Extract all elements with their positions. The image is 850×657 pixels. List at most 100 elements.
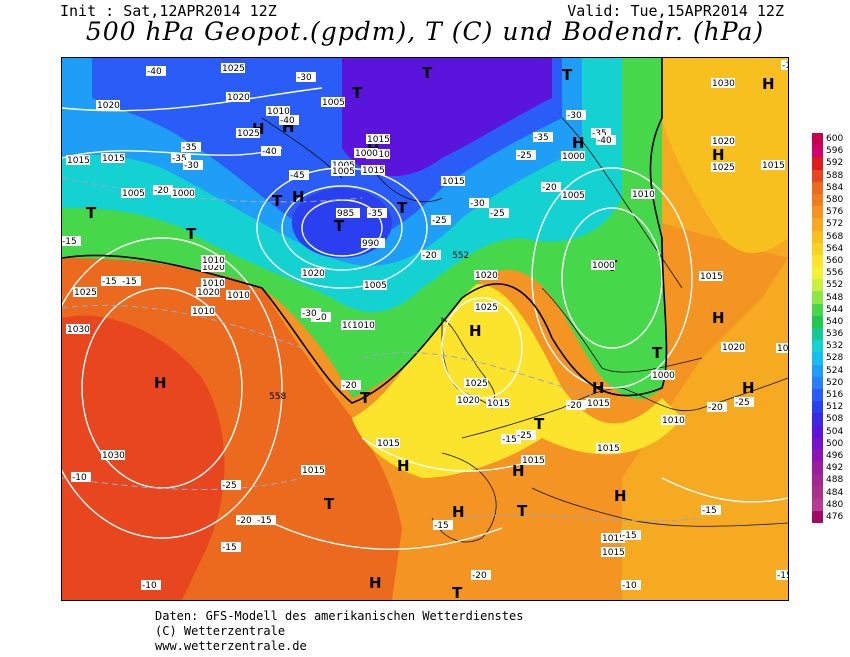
legend-value: 600	[826, 134, 844, 145]
temperature-label: -40	[597, 136, 612, 146]
high-marker: H	[742, 379, 755, 397]
legend-value: 528	[826, 353, 844, 364]
isobar-label: 990	[362, 239, 379, 249]
temperature-label-bg	[566, 400, 586, 410]
footer: Daten: GFS-Modell des amerikanischen Wet…	[155, 609, 523, 654]
temperature-label-bg	[621, 530, 641, 540]
legend-row: 532	[812, 340, 848, 353]
isobar-label-bg	[376, 438, 400, 448]
temperature-label: -35	[368, 209, 383, 219]
legend-value: 496	[826, 450, 844, 461]
legend-swatch	[812, 449, 823, 463]
isobar-label: 1005	[122, 189, 145, 199]
isobar-label-bg	[361, 238, 385, 248]
legend-swatch	[812, 291, 823, 304]
temperature-label-bg	[341, 380, 361, 390]
temperature-label: -45	[290, 171, 305, 181]
temperature-label-bg	[183, 160, 203, 170]
isobar-label-bg	[351, 320, 375, 330]
temperature-label-bg	[121, 276, 141, 286]
isobar-label: 1000	[592, 261, 615, 271]
legend-row: 596	[812, 145, 848, 158]
legend-swatch	[812, 145, 823, 158]
isobar-label: 1000	[652, 371, 675, 381]
legend-swatch	[812, 376, 823, 389]
legend-row: 564	[812, 242, 848, 255]
chart-title: 500 hPa Geopot.(gpdm), T (C) und Bodendr…	[85, 17, 765, 46]
legend-row: 492	[812, 462, 848, 475]
temperature-label: -20	[472, 571, 487, 581]
low-marker: T	[517, 502, 528, 520]
legend-row: 588	[812, 169, 848, 182]
isobar-label-bg	[336, 208, 360, 218]
temperature-label-bg	[469, 198, 489, 208]
legend-swatch	[812, 413, 823, 426]
isobar-label-bg	[721, 342, 745, 352]
legend-swatch	[812, 169, 823, 182]
temperature-label: -20	[154, 186, 169, 196]
temperature-label: -25	[432, 216, 447, 226]
isobar-label: 1020	[712, 137, 735, 147]
isobar-label-bg	[699, 271, 723, 281]
temperature-label-bg	[516, 430, 536, 440]
high-marker: H	[614, 487, 627, 505]
temperature-label: -30	[302, 309, 317, 319]
temperature-label: -40	[280, 116, 295, 126]
temperature-label: -35	[182, 143, 197, 153]
isobar-label-bg	[354, 148, 378, 158]
legend-value: 480	[826, 499, 844, 510]
legend-swatch	[812, 328, 823, 341]
isobar-label-bg	[441, 176, 465, 186]
isobar-label: 1015	[302, 466, 325, 476]
legend-swatch	[812, 388, 823, 402]
legend-swatch	[812, 340, 823, 353]
high-marker: H	[712, 146, 725, 164]
legend-swatch	[812, 230, 823, 243]
isobar-label: 1005	[562, 191, 585, 201]
temperature-label-bg	[734, 397, 754, 407]
temperature-label-bg	[301, 308, 321, 318]
temperature-label: -25	[735, 398, 750, 408]
footer-url[interactable]: www.wetterzentrale.de	[155, 639, 307, 653]
high-marker: H	[452, 503, 465, 521]
isobar-label: 1015	[377, 439, 400, 449]
high-marker: H	[292, 188, 305, 206]
temperature-label-bg	[421, 250, 441, 260]
isobar-label: 1025	[777, 344, 788, 354]
temperature-label: -15	[122, 277, 137, 287]
temperature-label-bg	[533, 132, 553, 142]
legend-row: 512	[812, 401, 848, 414]
legend-row: 556	[812, 267, 848, 280]
isobar-label-bg	[561, 190, 585, 200]
temperature-label-bg	[296, 72, 316, 82]
temperature-label-bg	[701, 505, 721, 515]
isobar-label-bg	[601, 533, 625, 543]
legend-value: 592	[826, 158, 844, 169]
northeast-field	[662, 58, 788, 253]
legend-row: 484	[812, 486, 848, 499]
low-marker: T	[272, 192, 283, 210]
geopotential-labels: 552 558	[269, 251, 469, 402]
legend-swatch	[812, 462, 823, 475]
legend-swatch	[812, 486, 823, 499]
legend-value: 596	[826, 146, 844, 157]
isobar-label-bg	[661, 415, 685, 425]
temperature-label-bg	[71, 472, 91, 482]
temperature-label: -25	[517, 431, 532, 441]
legend-row: 488	[812, 474, 848, 487]
isobar-label-bg	[171, 188, 195, 198]
isobar-label: 985	[337, 209, 354, 219]
isobar-label: 1020	[475, 271, 498, 281]
high-marker: H	[572, 134, 585, 152]
isobar-label: 1015	[367, 135, 390, 145]
legend-value: 488	[826, 475, 844, 486]
temperature-label: -15	[62, 237, 77, 247]
legend-row: 548	[812, 291, 848, 304]
temperature-lines	[62, 177, 703, 522]
isobar-label-bg	[561, 151, 585, 161]
temperature-label-bg	[621, 580, 641, 590]
legend-swatch	[812, 303, 823, 316]
temperature-label: -20	[708, 403, 723, 413]
temperature-label: -10	[142, 581, 157, 591]
isobar-label-bg	[201, 278, 225, 288]
